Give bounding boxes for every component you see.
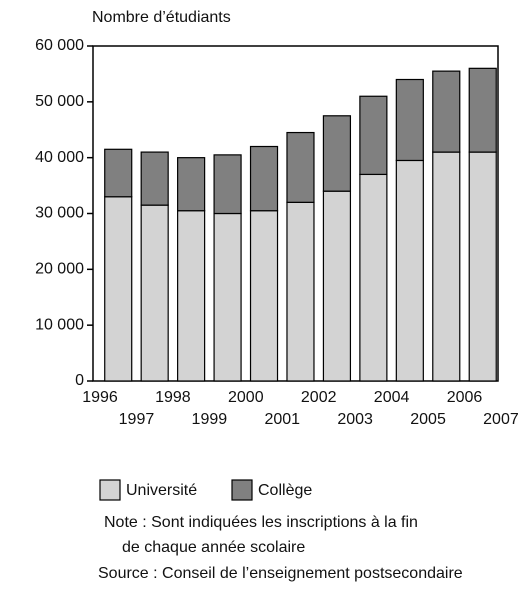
legend-label: Université — [126, 482, 197, 499]
bar-segment — [249, 145, 279, 212]
bar-segment — [213, 154, 242, 215]
x-tick-label: 1997 — [119, 411, 155, 428]
x-tick-label: 2006 — [447, 389, 483, 406]
x-tick-label: 2007 — [483, 411, 519, 428]
y-tick-label: 40 000 — [35, 149, 84, 166]
x-tick-label: 2000 — [228, 389, 264, 406]
x-tick-label: 1998 — [155, 389, 191, 406]
bar-segment — [468, 67, 497, 153]
bar-segment — [177, 210, 206, 382]
x-tick-label: 2001 — [264, 411, 300, 428]
y-tick-label: 0 — [75, 372, 84, 389]
y-tick-label: 30 000 — [35, 205, 84, 222]
x-tick-label: 1996 — [82, 389, 118, 406]
legend-swatch — [231, 479, 253, 501]
bar-segment — [468, 151, 497, 382]
bar-segment — [104, 148, 133, 198]
bar-segment — [432, 151, 461, 382]
legend-label: Collège — [258, 482, 312, 499]
bar-segment — [359, 95, 388, 176]
x-tick-label: 2004 — [374, 389, 410, 406]
bar-segment — [104, 196, 133, 382]
y-tick-label: 60 000 — [35, 37, 84, 54]
legend-swatch — [99, 479, 121, 501]
bar-segment — [140, 204, 169, 382]
bar-segment — [286, 131, 315, 203]
y-tick-label: 20 000 — [35, 261, 84, 278]
y-tick-label: 10 000 — [35, 316, 84, 333]
bar-segment — [249, 210, 279, 382]
bar-segment — [432, 70, 461, 153]
bar-segment — [322, 190, 352, 382]
y-axis-label: Nombre d’étudiants — [92, 9, 231, 26]
bar-segment — [359, 173, 388, 382]
note: de chaque année scolaire — [122, 539, 305, 556]
bar-segment — [177, 157, 206, 212]
x-tick-label: 2003 — [337, 411, 373, 428]
bar-segment — [140, 151, 169, 206]
source: Source : Conseil de l’enseignement posts… — [98, 565, 463, 582]
x-tick-label: 2002 — [301, 389, 337, 406]
note: Note : Sont indiquées les inscriptions à… — [104, 514, 418, 531]
x-tick-label: 2005 — [410, 411, 446, 428]
bar-segment — [213, 212, 242, 382]
bar-segment — [286, 201, 315, 382]
y-tick-label: 50 000 — [35, 93, 84, 110]
x-tick-label: 1999 — [192, 411, 228, 428]
bar-segment — [395, 159, 424, 382]
bar-segment — [322, 115, 352, 192]
bar-segment — [395, 78, 424, 162]
